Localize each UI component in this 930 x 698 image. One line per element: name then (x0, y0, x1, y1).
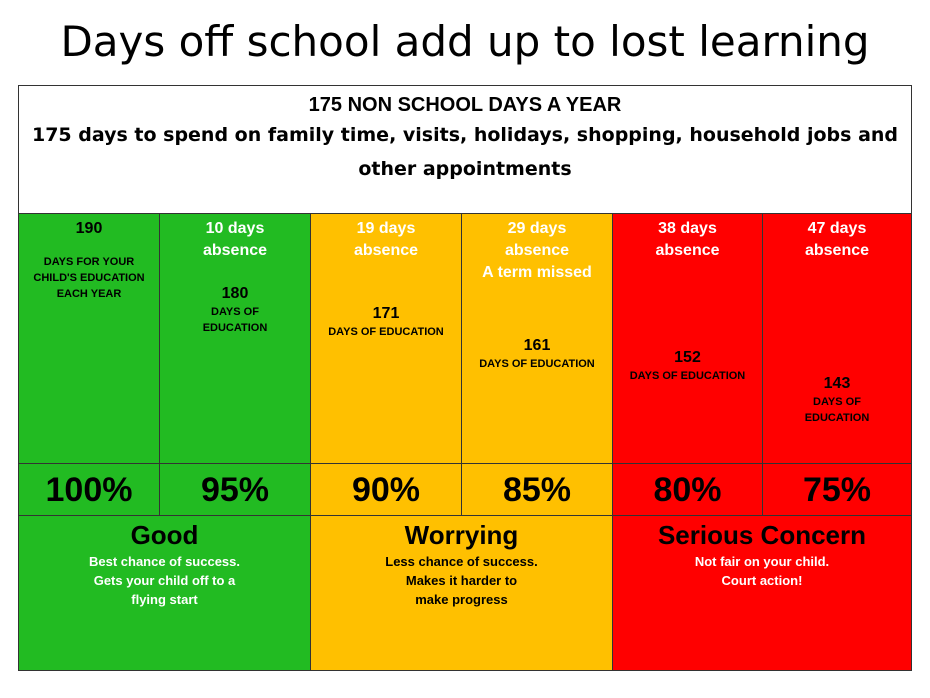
band-line: Court action! (721, 573, 803, 588)
education-days: 161 (523, 337, 551, 354)
education-days: 143 (823, 375, 851, 392)
band-title: Serious Concern (657, 520, 867, 550)
absence-days: 19 days (356, 220, 416, 237)
education-label: DAYS OF EDUCATION (202, 306, 268, 334)
absence-days: 29 days (507, 220, 567, 237)
education-days: 152 (674, 349, 701, 366)
attendance-table: 175 NON SCHOOL DAYS A YEAR 175 days to s… (18, 85, 912, 671)
non-school-days-header: 175 NON SCHOOL DAYS A YEAR 175 days to s… (19, 86, 911, 214)
band-line: Less chance of success. (385, 554, 538, 569)
band-line: Best chance of success. (88, 554, 241, 569)
absence-label: absence (353, 242, 419, 259)
education-label: DAYS OF EDUCATION (804, 396, 870, 424)
term-missed-note: A term missed (482, 264, 592, 281)
percent-85: 85% (462, 463, 613, 516)
education-days: 180 (221, 285, 249, 302)
absence-label: absence (504, 242, 570, 259)
days-label: DAYS FOR YOUR CHILD'S EDUCATION EACH YEA… (33, 256, 145, 300)
education-label: DAYS OF EDUCATION (629, 370, 746, 382)
band-line: flying start (131, 592, 198, 607)
band-title: Worrying (404, 520, 519, 550)
education-label: DAYS OF EDUCATION (479, 358, 595, 370)
header-line2: 175 days to spend on family time, visits… (31, 124, 899, 180)
column-75-percent: 47 days absence 143 DAYS OF EDUCATION (763, 214, 911, 463)
column-80-percent: 38 days absence 152 DAYS OF EDUCATION (613, 214, 763, 463)
band-line: make progress (415, 592, 508, 607)
percent-95: 95% (160, 463, 311, 516)
band-worrying: Worrying Less chance of success. Makes i… (311, 516, 613, 670)
column-95-percent: 10 days absence 180 DAYS OF EDUCATION (160, 214, 311, 463)
column-90-percent: 19 days absence 171 DAYS OF EDUCATION (311, 214, 462, 463)
band-line: Gets your child off to a (93, 573, 236, 588)
absence-label: absence (202, 242, 268, 259)
band-line: Makes it harder to (405, 573, 518, 588)
column-100-percent: 190 DAYS FOR YOUR CHILD'S EDUCATION EACH… (19, 214, 160, 463)
column-85-percent: 29 days absence A term missed 161 DAYS O… (462, 214, 613, 463)
percent-100: 100% (19, 463, 160, 516)
page-title: Days off school add up to lost learning (60, 17, 870, 66)
percent-75: 75% (763, 463, 911, 516)
absence-days: 10 days (205, 220, 265, 237)
band-serious-concern: Serious Concern Not fair on your child. … (613, 516, 911, 670)
band-title: Good (130, 520, 199, 550)
absence-label: absence (804, 242, 870, 259)
absence-days: 47 days (807, 220, 867, 237)
band-line: Not fair on your child. (694, 554, 830, 569)
absence-label: absence (655, 242, 720, 259)
education-days: 171 (372, 305, 400, 322)
absence-days: 38 days (658, 220, 717, 237)
percent-80: 80% (613, 463, 763, 516)
header-line1: 175 NON SCHOOL DAYS A YEAR (308, 94, 622, 116)
band-good: Good Best chance of success. Gets your c… (19, 516, 311, 670)
education-label: DAYS OF EDUCATION (328, 326, 444, 338)
days-total: 190 (75, 220, 103, 237)
percent-90: 90% (311, 463, 462, 516)
